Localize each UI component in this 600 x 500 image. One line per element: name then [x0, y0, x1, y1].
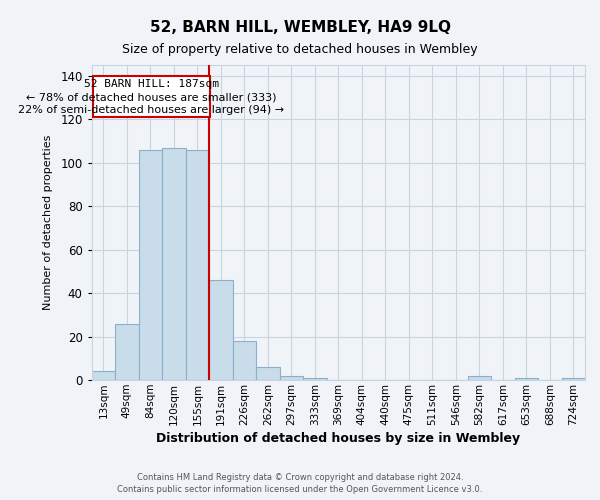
Text: ← 78% of detached houses are smaller (333): ← 78% of detached houses are smaller (33… — [26, 92, 277, 102]
Bar — [303, 378, 326, 380]
Text: 22% of semi-detached houses are larger (94) →: 22% of semi-detached houses are larger (… — [19, 105, 284, 115]
Bar — [515, 378, 538, 380]
Bar — [92, 372, 115, 380]
Bar — [280, 376, 303, 380]
Bar — [209, 280, 233, 380]
Bar — [115, 324, 139, 380]
Bar — [467, 376, 491, 380]
Bar — [562, 378, 585, 380]
FancyBboxPatch shape — [93, 76, 210, 117]
Text: 52, BARN HILL, WEMBLEY, HA9 9LQ: 52, BARN HILL, WEMBLEY, HA9 9LQ — [149, 20, 451, 35]
Y-axis label: Number of detached properties: Number of detached properties — [43, 135, 53, 310]
Text: Contains HM Land Registry data © Crown copyright and database right 2024.: Contains HM Land Registry data © Crown c… — [137, 472, 463, 482]
Bar — [162, 148, 185, 380]
Bar — [256, 367, 280, 380]
Bar — [233, 341, 256, 380]
Text: Size of property relative to detached houses in Wembley: Size of property relative to detached ho… — [122, 42, 478, 56]
Text: 52 BARN HILL: 187sqm: 52 BARN HILL: 187sqm — [84, 79, 219, 89]
Bar — [185, 150, 209, 380]
Bar — [139, 150, 162, 380]
Text: Contains public sector information licensed under the Open Government Licence v3: Contains public sector information licen… — [118, 485, 482, 494]
X-axis label: Distribution of detached houses by size in Wembley: Distribution of detached houses by size … — [156, 432, 520, 445]
